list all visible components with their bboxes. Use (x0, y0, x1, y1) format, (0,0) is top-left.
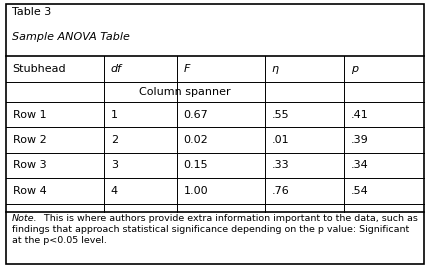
Text: .34: .34 (350, 161, 369, 170)
Text: findings that approach statistical significance depending on the p value: Signif: findings that approach statistical signi… (12, 225, 409, 234)
Text: .39: .39 (350, 135, 369, 145)
Text: 0.67: 0.67 (184, 110, 209, 120)
Text: This is where authors provide extra information important to the data, such as: This is where authors provide extra info… (41, 214, 418, 223)
Text: 1: 1 (111, 110, 118, 120)
Text: .55: .55 (271, 110, 289, 120)
Text: .54: .54 (350, 186, 369, 196)
Text: .41: .41 (350, 110, 369, 120)
Text: 2: 2 (111, 135, 118, 145)
Text: Sample ANOVA Table: Sample ANOVA Table (12, 32, 129, 42)
Text: 4: 4 (111, 186, 118, 196)
Text: F: F (184, 64, 190, 74)
Text: .01: .01 (271, 135, 289, 145)
Text: Stubhead: Stubhead (13, 64, 66, 74)
Text: .76: .76 (271, 186, 289, 196)
Text: p: p (350, 64, 358, 74)
Text: Row 4: Row 4 (13, 186, 46, 196)
Text: 1.00: 1.00 (184, 186, 209, 196)
Text: .33: .33 (271, 161, 289, 170)
Text: η: η (271, 64, 278, 74)
Text: 0.02: 0.02 (184, 135, 209, 145)
Text: 0.15: 0.15 (184, 161, 209, 170)
Text: Row 3: Row 3 (13, 161, 46, 170)
Text: Note.: Note. (12, 214, 37, 223)
Text: Column spanner: Column spanner (139, 87, 230, 97)
Text: at the p<0.05 level.: at the p<0.05 level. (12, 236, 107, 245)
Text: df: df (111, 64, 122, 74)
Text: 3: 3 (111, 161, 118, 170)
Text: Row 1: Row 1 (13, 110, 46, 120)
Text: Row 2: Row 2 (13, 135, 46, 145)
Text: Table 3: Table 3 (12, 6, 51, 17)
